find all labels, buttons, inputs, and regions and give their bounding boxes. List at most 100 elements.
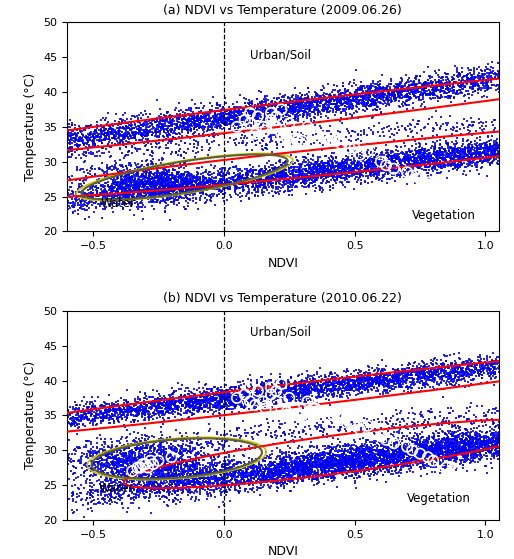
Point [130, 184, 138, 193]
Point [74, 143, 82, 151]
Point [127, 457, 135, 466]
Point [414, 160, 423, 169]
Point [421, 160, 430, 169]
Point [436, 153, 444, 162]
Point [270, 392, 278, 401]
Point [199, 399, 207, 408]
Point [314, 110, 322, 119]
Point [160, 415, 168, 424]
Point [313, 419, 321, 428]
Point [127, 131, 135, 140]
Point [82, 404, 90, 413]
Point [483, 438, 491, 447]
Point [111, 406, 119, 415]
Point [408, 370, 416, 379]
Point [106, 163, 114, 172]
Point [366, 456, 375, 465]
Point [468, 73, 476, 82]
Point [364, 84, 373, 93]
Point [329, 86, 337, 95]
Point [120, 191, 128, 200]
Point [250, 461, 259, 470]
Point [420, 358, 428, 367]
Point [338, 450, 346, 459]
Point [140, 406, 149, 415]
Point [170, 467, 178, 476]
Point [495, 154, 504, 163]
Point [465, 443, 473, 452]
Point [144, 413, 152, 421]
Point [382, 463, 391, 472]
Point [507, 74, 514, 83]
Point [268, 467, 276, 476]
Point [334, 127, 342, 136]
Point [287, 163, 296, 172]
Point [225, 387, 233, 396]
Point [270, 396, 278, 405]
Point [335, 87, 343, 96]
Point [304, 458, 312, 467]
Point [471, 413, 480, 421]
Point [299, 463, 307, 472]
Point [249, 400, 258, 409]
Point [170, 172, 178, 181]
Point [133, 183, 141, 192]
Point [419, 369, 428, 378]
Point [86, 128, 94, 137]
Point [179, 170, 188, 179]
Point [115, 118, 123, 127]
Point [310, 470, 319, 479]
Point [412, 367, 420, 376]
Point [126, 179, 135, 188]
Point [195, 181, 204, 190]
Point [332, 382, 340, 391]
Point [141, 483, 149, 492]
Point [168, 475, 176, 484]
Point [418, 82, 427, 91]
Point [223, 386, 231, 395]
Point [50, 410, 58, 419]
Point [110, 454, 118, 463]
Point [209, 470, 217, 479]
Point [383, 123, 392, 132]
Point [384, 444, 393, 453]
Point [488, 358, 496, 367]
Point [471, 139, 480, 148]
Point [233, 480, 242, 489]
Point [276, 174, 284, 183]
Point [144, 139, 152, 148]
Point [390, 157, 398, 166]
Point [194, 120, 202, 129]
Point [501, 150, 509, 159]
Point [373, 443, 381, 452]
Point [358, 456, 366, 465]
Point [10, 417, 18, 426]
Point [107, 458, 115, 467]
Point [218, 441, 226, 450]
Point [175, 186, 183, 195]
Point [393, 439, 401, 448]
Point [346, 155, 355, 164]
Point [292, 462, 300, 471]
Point [485, 137, 493, 146]
Point [260, 390, 268, 399]
Point [133, 487, 141, 496]
Point [417, 373, 426, 382]
Point [209, 126, 217, 135]
Point [284, 117, 292, 126]
Point [409, 132, 417, 141]
Point [142, 156, 151, 165]
Point [393, 448, 401, 457]
Point [458, 141, 466, 150]
Point [229, 471, 237, 480]
Point [322, 472, 330, 481]
Point [483, 150, 491, 159]
Point [142, 126, 151, 135]
Point [124, 467, 133, 476]
Point [106, 201, 115, 210]
Point [453, 86, 461, 95]
Point [300, 394, 308, 402]
Point [292, 167, 300, 176]
Point [372, 447, 380, 456]
Point [281, 159, 289, 168]
